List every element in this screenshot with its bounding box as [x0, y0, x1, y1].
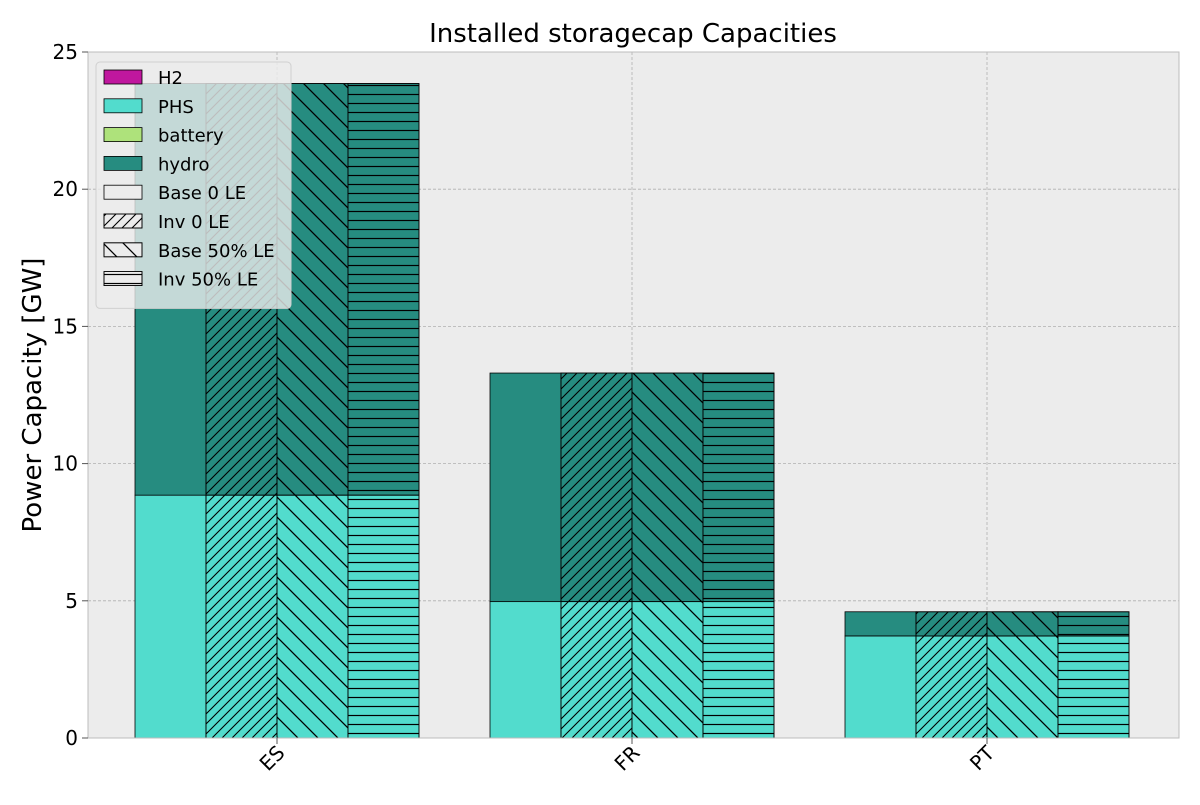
legend-label-phs: PHS [158, 97, 194, 118]
y-tick-label: 5 [65, 589, 78, 613]
legend-swatch-hydro [103, 155, 143, 171]
plot-frame [87, 51, 1180, 739]
bar-fr-hydro-scenario-1 [489, 372, 562, 603]
legend-label-inv-50-le: Inv 50% LE [158, 270, 258, 291]
y-axis-label: Power Capacity [GW] [18, 258, 48, 533]
y-tick-label: 25 [53, 40, 78, 64]
legend-label-inv-0-le: Inv 0 LE [158, 212, 230, 233]
bar-fr-phs-scenario-1 [489, 601, 562, 738]
x-tick-label-fr: FR [610, 741, 645, 776]
legend-swatch-hatch-inv-0-le [103, 213, 143, 229]
legend-label-base-50-le: Base 50% LE [158, 241, 275, 262]
legend-swatch-phs [103, 98, 143, 114]
legend-label-hydro: hydro [158, 154, 210, 175]
legend-label-battery: battery [158, 126, 224, 147]
y-tick-label: 15 [53, 314, 78, 338]
y-tick-label: 10 [53, 452, 78, 476]
bar-fr-phs-scenario-4-hatch [702, 601, 775, 738]
legend-swatch-battery [103, 127, 143, 142]
bar-pt-phs-scenario-2-hatch [915, 635, 988, 738]
legend-label-base-0-le: Base 0 LE [158, 183, 246, 204]
legend: H2 PHS battery hydro Base 0 LE Inv 0 LE Base 5… [95, 61, 292, 309]
bar-fr-hydro-scenario-4-hatch [702, 372, 775, 603]
legend-swatch-base-0-le [103, 184, 143, 200]
legend-label-h2: H2 [158, 68, 183, 89]
bar-fr-phs-scenario-2-hatch [560, 601, 633, 738]
legend-box [95, 61, 292, 309]
bar-fr-phs-scenario-3-hatch [631, 601, 704, 738]
bar-pt-hydro-scenario-3-hatch [986, 611, 1059, 637]
bar-pt-phs-scenario-1 [844, 635, 917, 738]
x-ticks: ES FR PT [255, 738, 1000, 776]
x-tick-label-pt: PT [965, 740, 1000, 775]
legend-swatch-hatch-inv-50-le [103, 271, 143, 287]
bar-pt-hydro-scenario-4-hatch [1057, 611, 1130, 637]
legend-swatch-hatch-base-50-le [103, 242, 143, 258]
x-tick-label-es: ES [255, 741, 290, 776]
bar-es-hydro-scenario-4-hatch [347, 83, 420, 496]
y-tick-label: 0 [65, 726, 78, 750]
legend-swatch-h2 [103, 69, 143, 85]
bar-es-phs-scenario-2-hatch [205, 494, 278, 738]
bar-es-phs-scenario-3-hatch [276, 494, 349, 738]
chart-title: Installed storagecap Capacities [429, 19, 837, 49]
bar-es-phs-scenario-4-hatch [347, 494, 420, 738]
bar-pt-hydro-scenario-1 [844, 611, 917, 637]
bar-fr-hydro-scenario-2-hatch [560, 372, 633, 603]
y-ticks: 0 5 10 15 20 25 [53, 40, 88, 750]
bar-es-phs-scenario-1 [134, 494, 207, 738]
bar-fr-hydro-scenario-3-hatch [631, 372, 704, 603]
bar-pt-phs-scenario-3-hatch [986, 635, 1059, 738]
bar-pt-phs-scenario-4-hatch [1057, 635, 1130, 738]
y-tick-label: 20 [53, 177, 78, 201]
bar-pt-hydro-scenario-2-hatch [915, 611, 988, 637]
